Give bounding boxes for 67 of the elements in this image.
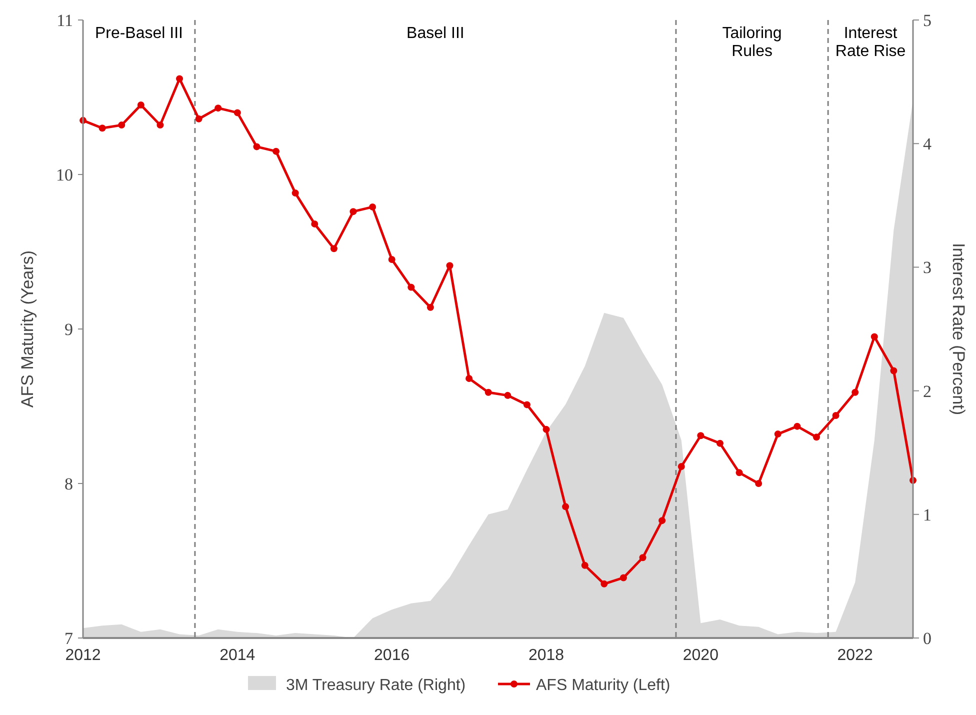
legend-label: 3M Treasury Rate (Right) bbox=[286, 677, 466, 694]
point bbox=[639, 554, 646, 562]
y2-tick-label: 2 bbox=[923, 382, 932, 401]
point bbox=[195, 115, 202, 122]
y2-tick-label: 3 bbox=[923, 258, 932, 278]
point bbox=[812, 434, 820, 441]
x-tick-label: 2016 bbox=[374, 647, 410, 664]
y2-axis-title: Interest Rate (Percent) bbox=[949, 243, 968, 415]
point bbox=[311, 220, 318, 228]
point bbox=[678, 463, 685, 470]
point bbox=[620, 574, 627, 582]
annotation: Tailoring Rules bbox=[722, 25, 782, 60]
y-tick-label: 10 bbox=[56, 166, 73, 184]
point bbox=[253, 143, 260, 150]
point bbox=[350, 208, 357, 216]
point bbox=[755, 480, 762, 487]
point bbox=[466, 374, 473, 382]
point bbox=[852, 388, 859, 396]
point bbox=[697, 432, 704, 440]
y-tick-label: 8 bbox=[64, 474, 73, 494]
point bbox=[118, 122, 126, 129]
point bbox=[832, 412, 840, 420]
point bbox=[736, 469, 743, 476]
point bbox=[330, 245, 338, 252]
point bbox=[176, 75, 184, 82]
point bbox=[292, 190, 299, 197]
point bbox=[214, 104, 222, 112]
point bbox=[870, 333, 878, 340]
y-tick-label: 7 bbox=[64, 629, 74, 648]
y-axis-title: AFS Maturity (Years) bbox=[18, 250, 37, 408]
point bbox=[446, 262, 454, 270]
point bbox=[794, 422, 801, 430]
point bbox=[774, 430, 782, 438]
point bbox=[890, 367, 898, 374]
y2-tick-label: 0 bbox=[923, 629, 932, 648]
y-tick-label: 9 bbox=[64, 320, 73, 339]
point bbox=[408, 284, 415, 291]
x-tick-label: 2022 bbox=[837, 647, 873, 664]
point bbox=[484, 388, 492, 396]
point bbox=[98, 124, 106, 132]
point bbox=[234, 109, 241, 116]
point bbox=[562, 503, 570, 510]
point bbox=[272, 148, 280, 155]
point bbox=[600, 580, 608, 588]
annotation: Basel III bbox=[406, 25, 464, 42]
point bbox=[581, 562, 588, 569]
point bbox=[156, 122, 164, 129]
y-tick-label: 11 bbox=[56, 11, 73, 30]
y2-tick-label: 5 bbox=[923, 11, 932, 30]
point bbox=[137, 101, 144, 108]
point bbox=[523, 401, 530, 408]
annotation: Pre-Basel III bbox=[94, 25, 183, 42]
x-tick-label: 2018 bbox=[528, 647, 564, 664]
point bbox=[504, 392, 512, 399]
x-tick-label: 2020 bbox=[682, 647, 719, 664]
y2-tick-label: 4 bbox=[923, 134, 932, 154]
point bbox=[369, 203, 376, 210]
y2-tick-label: 1 bbox=[923, 505, 932, 524]
x-tick-label: 2012 bbox=[65, 647, 101, 664]
point bbox=[658, 517, 666, 524]
point bbox=[542, 426, 550, 433]
point bbox=[426, 304, 434, 311]
point bbox=[716, 440, 724, 447]
x-tick-label: 2014 bbox=[220, 647, 256, 664]
annotation: Interest Rate Rise bbox=[835, 25, 906, 60]
point bbox=[388, 256, 396, 263]
legend-label: AFS Maturity (Left) bbox=[536, 677, 670, 694]
